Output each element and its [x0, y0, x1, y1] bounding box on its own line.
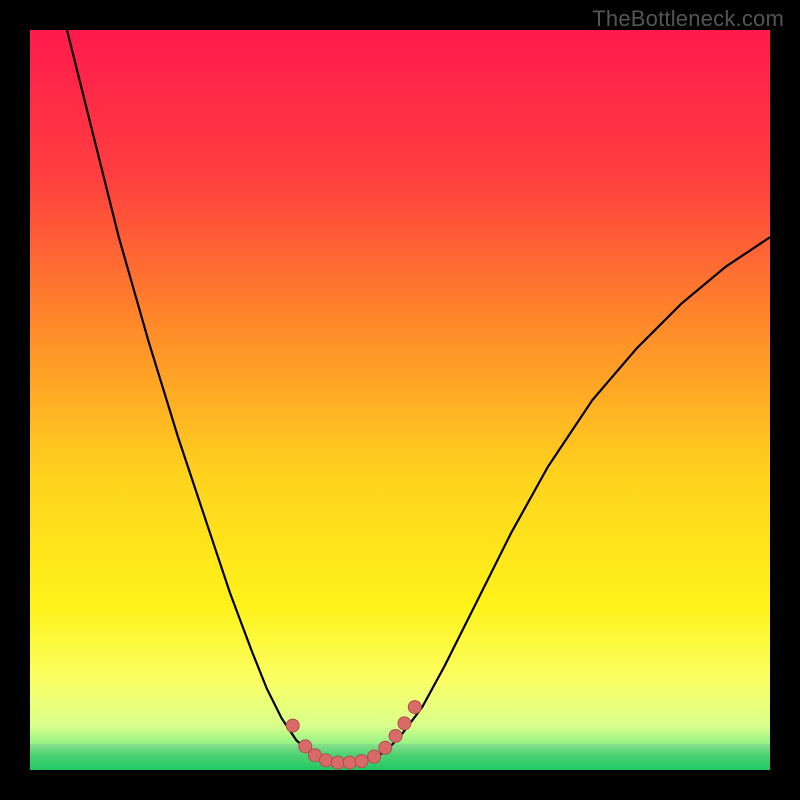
plot-gradient-background: [30, 30, 770, 770]
plot-green-band: [30, 744, 770, 770]
plot-area: [30, 30, 770, 770]
watermark-text: TheBottleneck.com: [592, 6, 784, 32]
